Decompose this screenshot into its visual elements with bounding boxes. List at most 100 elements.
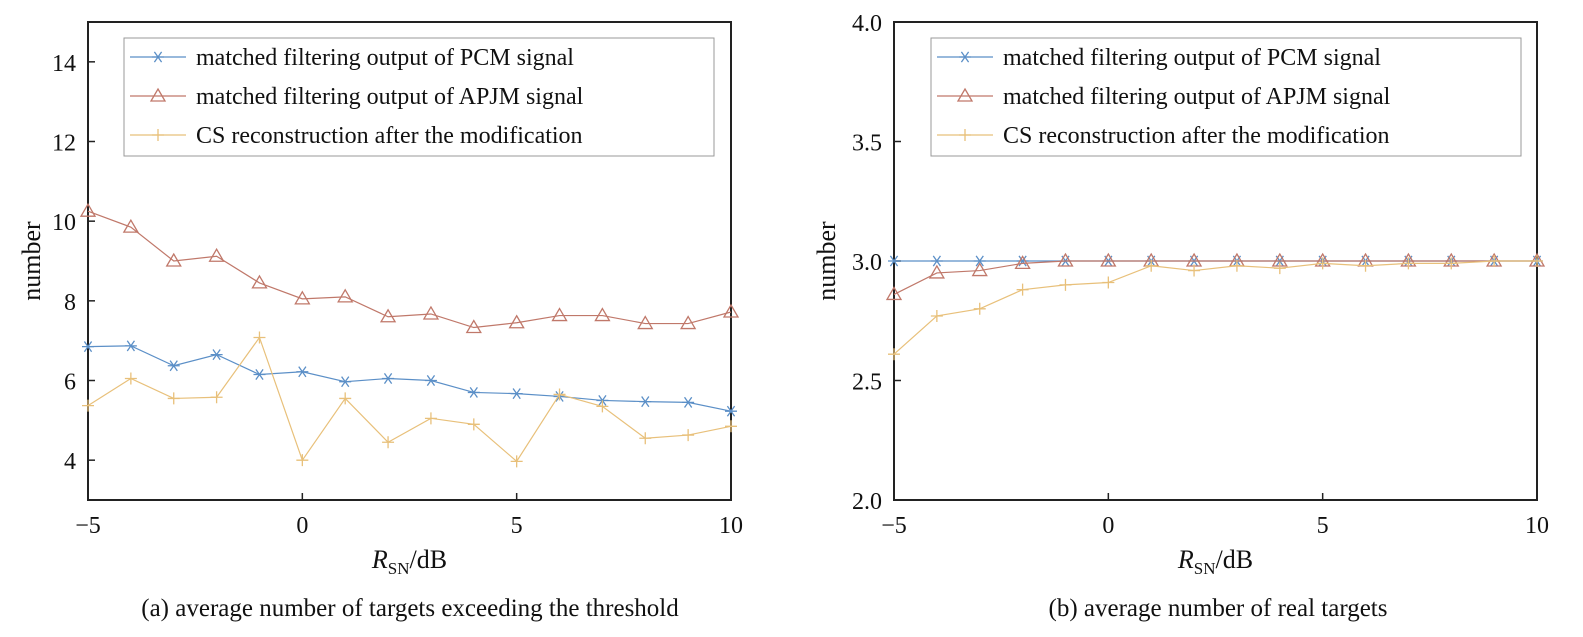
data-point (382, 436, 395, 449)
data-point (167, 392, 180, 405)
data-point (296, 366, 309, 378)
y-tick-label: 2.5 (852, 370, 882, 396)
data-point (510, 455, 523, 468)
y-tick-label: 6 (64, 370, 76, 396)
x-axis-label: RSN/dB (371, 545, 447, 578)
legend-marker (959, 129, 971, 141)
data-point (294, 290, 311, 305)
legend-label: CS reconstruction after the modification (1003, 123, 1390, 149)
legend-label: matched filtering output of PCM signal (1003, 45, 1381, 71)
x-tick-label: −5 (881, 513, 907, 539)
x-axis-label-main: R (371, 545, 388, 574)
data-point (1014, 255, 1031, 270)
y-axis-label: number (17, 221, 46, 301)
data-point (1488, 255, 1501, 267)
data-point (210, 391, 223, 404)
data-point (973, 302, 986, 315)
y-tick-label: 4 (64, 449, 76, 475)
data-point (551, 307, 568, 322)
y-tick-label: 4.0 (852, 11, 882, 37)
data-point (1059, 278, 1072, 291)
legend: matched filtering output of PCM signal ma… (930, 37, 1522, 157)
data-point (339, 376, 352, 388)
series-triangle (79, 202, 740, 334)
data-point (167, 360, 180, 372)
data-point (971, 262, 988, 277)
x-axis-label: RSN/dB (1177, 545, 1253, 578)
x-axis-label-unit: /dB (410, 545, 448, 574)
data-point (553, 388, 566, 401)
y-tick-label: 3.5 (852, 131, 882, 157)
data-point (725, 420, 737, 433)
x-axis-label-sub: SN (1194, 559, 1216, 578)
plot-frame (87, 21, 732, 501)
data-point (253, 331, 266, 344)
series-line (87, 345, 732, 412)
data-point (422, 305, 440, 320)
data-point (253, 369, 266, 380)
legend-box (123, 37, 715, 157)
legend-marker (152, 51, 164, 63)
legend-marker (152, 129, 164, 141)
data-point (379, 308, 397, 323)
series-plus (888, 255, 1543, 361)
series-asterisk (82, 340, 737, 417)
data-point (1316, 257, 1329, 270)
data-point (1445, 257, 1458, 270)
data-point (382, 373, 395, 384)
series-line (87, 336, 732, 463)
data-point (1100, 252, 1117, 267)
y-tick-label: 3.0 (852, 250, 882, 276)
data-point (885, 286, 903, 301)
chart-caption: (b) average number of real targets (1049, 595, 1388, 622)
data-point (339, 392, 352, 405)
y-tick-label: 12 (52, 131, 76, 157)
data-point (930, 255, 943, 267)
data-point (1531, 255, 1543, 267)
data-point (424, 375, 437, 386)
data-point (930, 309, 943, 322)
y-tick-label: 10 (52, 210, 76, 236)
data-point (296, 454, 309, 467)
legend-marker (959, 51, 971, 63)
data-point (467, 418, 480, 431)
data-point (1273, 262, 1286, 275)
chart-b: −5 0 5 10 2.0 2.5 3.0 3.5 4.0 matched filtering o… (812, 11, 1549, 622)
legend: matched filtering output of PCM signal ma… (123, 37, 715, 157)
data-point (637, 315, 654, 330)
data-point (682, 429, 695, 442)
data-point (1359, 259, 1372, 272)
chart-caption: (a) average number of targets exceeding … (141, 595, 679, 622)
data-point (1188, 264, 1201, 277)
data-point (1145, 259, 1158, 272)
legend-label: matched filtering output of PCM signal (196, 45, 574, 71)
data-point (337, 288, 354, 303)
data-point (594, 307, 611, 322)
data-point (1102, 276, 1115, 289)
data-point (210, 349, 223, 361)
y-tick-label: 8 (64, 290, 76, 316)
data-point (722, 303, 740, 318)
data-point (508, 314, 525, 329)
series-line (893, 260, 1537, 355)
data-point (165, 252, 182, 267)
data-point (973, 255, 986, 267)
data-point (124, 372, 137, 385)
data-point (1016, 255, 1029, 267)
data-point (124, 340, 137, 352)
data-point (122, 218, 139, 233)
x-tick-label: 5 (511, 513, 523, 539)
data-point (1402, 257, 1415, 270)
data-point (82, 341, 94, 353)
legend-marker (149, 87, 167, 102)
data-point (82, 399, 94, 412)
data-point (1057, 252, 1074, 267)
data-point (79, 202, 97, 217)
data-point (251, 274, 268, 289)
x-tick-label: 5 (1317, 513, 1329, 539)
data-point (682, 396, 695, 408)
data-point (465, 319, 482, 334)
y-tick-label: 14 (52, 51, 76, 77)
